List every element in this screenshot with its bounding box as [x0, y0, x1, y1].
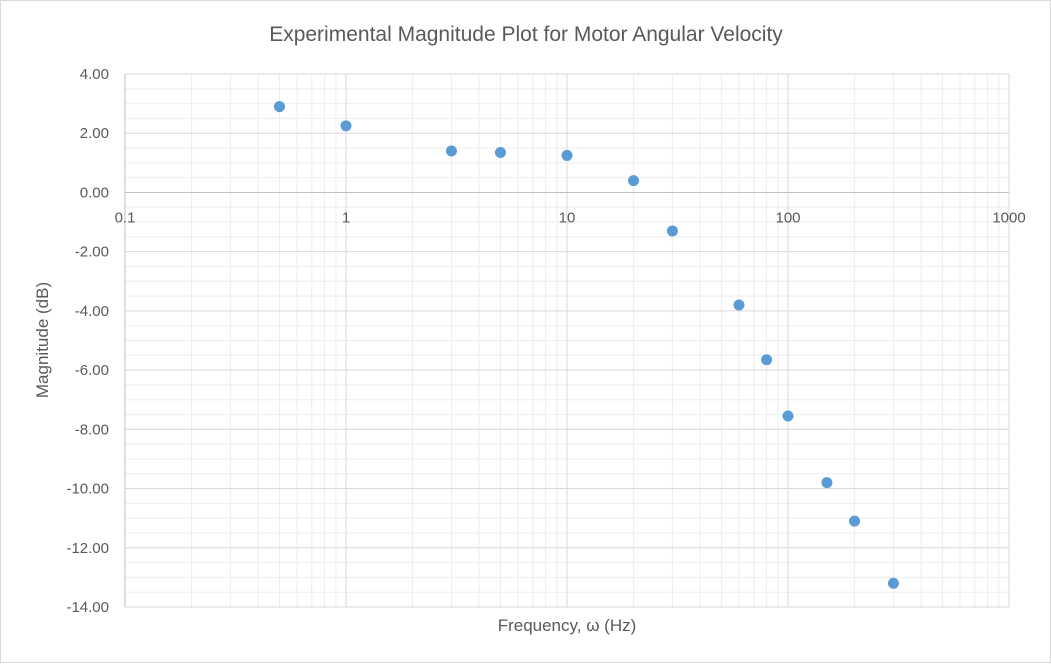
y-tick-label: 0.00 — [80, 184, 109, 201]
x-tick-label: 1 — [342, 209, 350, 226]
data-point — [887, 577, 899, 589]
y-tick-label: 4.00 — [80, 66, 109, 83]
x-tick-label: 1000 — [992, 209, 1025, 226]
data-point — [561, 149, 573, 161]
data-point — [273, 101, 285, 113]
y-tick-label: -8.00 — [75, 421, 109, 438]
y-tick-label: -6.00 — [75, 362, 109, 379]
data-point — [340, 120, 352, 132]
data-point — [666, 225, 678, 237]
y-axis-title: Magnitude (dB) — [33, 282, 52, 398]
y-tick-label: -10.00 — [66, 481, 109, 498]
y-tick-label: -4.00 — [75, 303, 109, 320]
data-point — [821, 477, 833, 489]
axes — [124, 74, 1009, 607]
grid — [124, 73, 1010, 608]
y-tick-label: 2.00 — [80, 125, 109, 142]
data-point — [849, 515, 861, 527]
data-point — [782, 410, 794, 422]
x-tick-label: 0.1 — [115, 209, 136, 226]
y-tick-label: -12.00 — [66, 540, 109, 557]
data-points — [273, 101, 899, 589]
data-point — [761, 354, 773, 366]
x-axis-title: Frequency, ω (Hz) — [498, 616, 637, 635]
y-tick-label: -14.00 — [66, 599, 109, 616]
y-tick-label: -2.00 — [75, 244, 109, 261]
data-point — [445, 145, 457, 157]
x-tick-label: 10 — [559, 209, 576, 226]
chart-title: Experimental Magnitude Plot for Motor An… — [269, 23, 783, 46]
data-point — [494, 146, 506, 158]
tick-labels: 4.00 2.00 0.00 -2.00 -4.00 -6.00 -8.00 -10.00 -1… — [66, 66, 1025, 616]
data-point — [628, 175, 640, 187]
data-point — [733, 299, 745, 311]
x-tick-label: 100 — [775, 209, 800, 226]
